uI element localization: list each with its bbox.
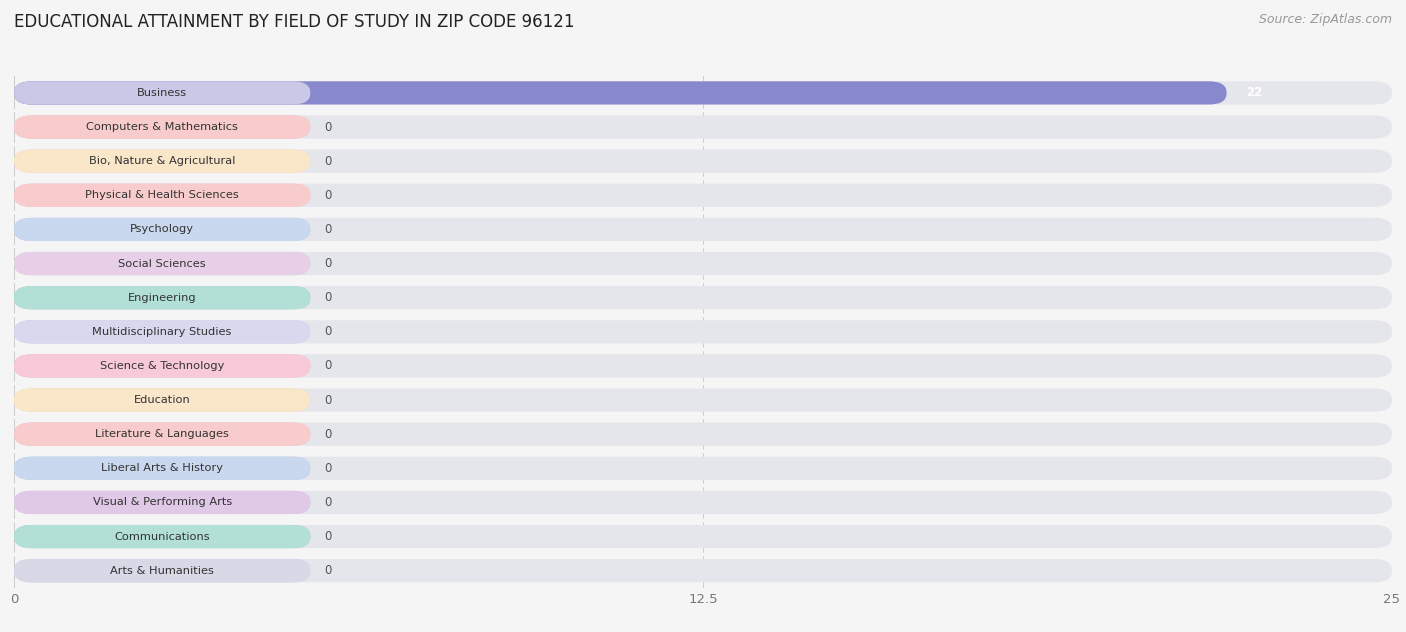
FancyBboxPatch shape [14,355,1392,377]
FancyBboxPatch shape [14,116,1392,138]
FancyBboxPatch shape [14,184,311,207]
Text: Visual & Performing Arts: Visual & Performing Arts [93,497,232,507]
Text: Literature & Languages: Literature & Languages [96,429,229,439]
FancyBboxPatch shape [14,355,311,377]
FancyBboxPatch shape [14,286,311,309]
FancyBboxPatch shape [14,286,311,309]
FancyBboxPatch shape [14,491,311,514]
FancyBboxPatch shape [14,355,311,377]
Text: Physical & Health Sciences: Physical & Health Sciences [86,190,239,200]
Text: Arts & Humanities: Arts & Humanities [110,566,214,576]
FancyBboxPatch shape [14,82,311,104]
FancyBboxPatch shape [14,423,311,446]
FancyBboxPatch shape [14,286,1392,309]
Text: 0: 0 [325,223,332,236]
FancyBboxPatch shape [14,184,311,207]
Text: 22: 22 [1246,87,1263,99]
FancyBboxPatch shape [14,116,311,138]
FancyBboxPatch shape [14,218,311,241]
FancyBboxPatch shape [14,150,311,173]
Text: 0: 0 [325,360,332,372]
Text: 0: 0 [325,530,332,543]
Text: Multidisciplinary Studies: Multidisciplinary Studies [93,327,232,337]
Text: Bio, Nature & Agricultural: Bio, Nature & Agricultural [89,156,235,166]
Text: 0: 0 [325,189,332,202]
FancyBboxPatch shape [14,457,311,480]
FancyBboxPatch shape [14,82,1226,104]
FancyBboxPatch shape [14,457,311,480]
FancyBboxPatch shape [14,525,311,548]
Text: Liberal Arts & History: Liberal Arts & History [101,463,224,473]
Text: 0: 0 [325,325,332,338]
FancyBboxPatch shape [14,389,311,411]
FancyBboxPatch shape [14,116,311,138]
FancyBboxPatch shape [14,320,311,343]
FancyBboxPatch shape [14,559,311,582]
FancyBboxPatch shape [14,423,311,446]
FancyBboxPatch shape [14,423,1392,446]
FancyBboxPatch shape [14,218,1392,241]
Text: 0: 0 [325,155,332,167]
FancyBboxPatch shape [14,559,1392,582]
FancyBboxPatch shape [14,389,1392,411]
Text: 0: 0 [325,462,332,475]
Text: Psychology: Psychology [131,224,194,234]
FancyBboxPatch shape [14,150,1392,173]
FancyBboxPatch shape [14,252,311,275]
Text: 0: 0 [325,121,332,133]
Text: 0: 0 [325,394,332,406]
FancyBboxPatch shape [14,389,311,411]
FancyBboxPatch shape [14,252,1392,275]
FancyBboxPatch shape [14,491,311,514]
FancyBboxPatch shape [14,82,1392,104]
Text: 0: 0 [325,428,332,441]
Text: 0: 0 [325,496,332,509]
Text: EDUCATIONAL ATTAINMENT BY FIELD OF STUDY IN ZIP CODE 96121: EDUCATIONAL ATTAINMENT BY FIELD OF STUDY… [14,13,575,30]
FancyBboxPatch shape [14,491,1392,514]
Text: 0: 0 [325,564,332,577]
Text: Engineering: Engineering [128,293,197,303]
FancyBboxPatch shape [14,457,1392,480]
Text: Science & Technology: Science & Technology [100,361,225,371]
FancyBboxPatch shape [14,320,1392,343]
Text: Computers & Mathematics: Computers & Mathematics [86,122,238,132]
Text: Social Sciences: Social Sciences [118,258,207,269]
FancyBboxPatch shape [14,525,1392,548]
FancyBboxPatch shape [14,150,311,173]
FancyBboxPatch shape [14,252,311,275]
FancyBboxPatch shape [14,525,311,548]
FancyBboxPatch shape [14,82,311,104]
Text: Education: Education [134,395,191,405]
FancyBboxPatch shape [14,320,311,343]
FancyBboxPatch shape [14,559,311,582]
Text: Business: Business [138,88,187,98]
Text: Communications: Communications [114,532,209,542]
Text: Source: ZipAtlas.com: Source: ZipAtlas.com [1258,13,1392,26]
FancyBboxPatch shape [14,218,311,241]
FancyBboxPatch shape [14,184,1392,207]
Text: 0: 0 [325,291,332,304]
Text: 0: 0 [325,257,332,270]
